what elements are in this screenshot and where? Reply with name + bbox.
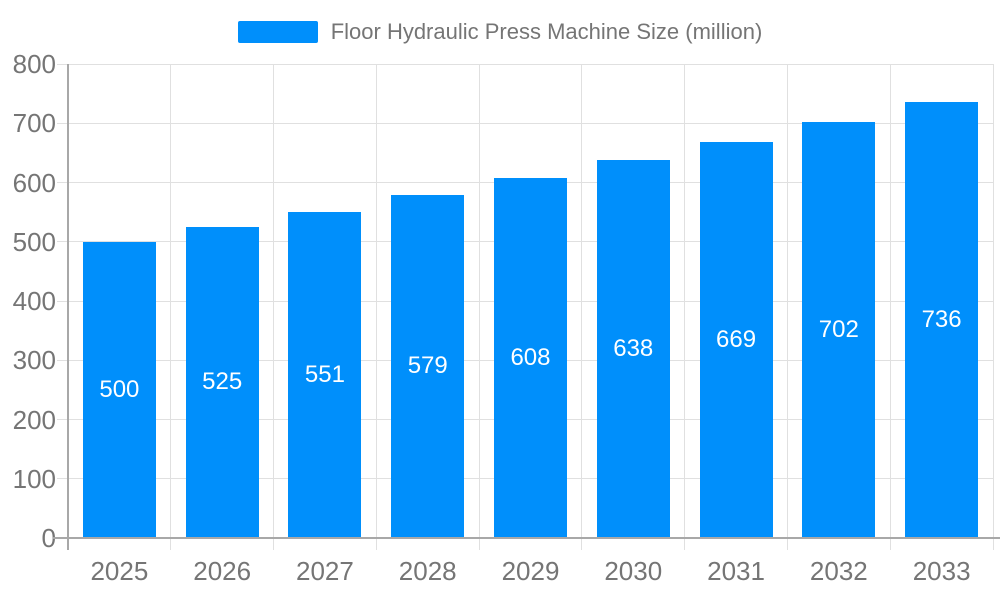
bar-2026[interactable]: 525 xyxy=(185,226,259,538)
y-axis-tick xyxy=(57,241,68,243)
bar-2033[interactable]: 736 xyxy=(905,101,979,538)
x-axis-label: 2029 xyxy=(501,556,560,586)
bar-2027[interactable]: 551 xyxy=(288,211,362,538)
legend-label: Floor Hydraulic Press Machine Size (mill… xyxy=(330,19,763,44)
y-axis-tick xyxy=(57,122,68,124)
x-axis-tick xyxy=(889,539,891,550)
x-axis-tick xyxy=(478,539,480,550)
bar-2029[interactable]: 608 xyxy=(494,177,567,538)
y-axis-tick xyxy=(57,359,68,361)
bar-value-label: 525 xyxy=(202,368,243,396)
x-axis-tick xyxy=(273,539,275,550)
y-axis-label: 600 xyxy=(12,167,56,198)
y-axis-tick xyxy=(57,478,68,480)
y-axis-tick xyxy=(57,300,68,302)
x-axis-tick xyxy=(375,539,377,550)
x-axis-label: 2026 xyxy=(193,556,252,586)
y-axis-label: 100 xyxy=(12,463,56,494)
v-gridline xyxy=(478,64,480,538)
bar-value-label: 608 xyxy=(510,343,551,371)
bar-2032[interactable]: 702 xyxy=(802,122,876,538)
bar-value-label: 579 xyxy=(407,352,448,380)
plot-area: 0 100 200 300 400 500 600 700 800 500 2025 525 2026 5… xyxy=(13,51,1000,586)
y-axis-tick xyxy=(57,63,68,65)
y-axis-label: 200 xyxy=(12,404,56,435)
v-gridline xyxy=(786,64,788,538)
x-axis-tick xyxy=(170,539,172,550)
bar-2030[interactable]: 638 xyxy=(596,159,670,538)
v-gridline xyxy=(170,64,172,538)
y-axis-label: 300 xyxy=(12,345,56,376)
bar-value-label: 736 xyxy=(921,305,962,333)
x-axis-label: 2028 xyxy=(398,556,457,586)
x-axis-label: 2032 xyxy=(809,556,868,586)
x-axis-tick xyxy=(581,539,583,550)
bar-value-label: 551 xyxy=(304,360,345,388)
y-axis-tick xyxy=(57,182,68,183)
y-axis-label: 800 xyxy=(12,49,56,79)
y-axis-label: 400 xyxy=(12,286,56,316)
x-axis-label: 2030 xyxy=(604,556,663,586)
v-gridline xyxy=(684,64,686,538)
bar-value-label: 702 xyxy=(818,316,859,344)
chart-legend: Floor Hydraulic Press Machine Size (mill… xyxy=(0,17,1000,47)
y-axis-line xyxy=(67,64,69,550)
x-axis-label: 2031 xyxy=(707,556,765,586)
v-gridline xyxy=(375,64,377,538)
v-gridline xyxy=(992,64,994,538)
v-gridline xyxy=(889,64,891,538)
x-axis-tick xyxy=(786,539,788,550)
x-axis-tick xyxy=(992,539,994,550)
legend-item-series-1[interactable]: Floor Hydraulic Press Machine Size (mill… xyxy=(237,19,763,45)
h-gridline xyxy=(68,63,993,65)
h-gridline xyxy=(68,122,993,124)
x-axis-tick xyxy=(684,539,686,550)
bar-2025[interactable]: 500 xyxy=(82,241,156,538)
x-axis-label: 2033 xyxy=(912,556,971,586)
bar-2031[interactable]: 669 xyxy=(699,141,773,538)
v-gridline xyxy=(273,64,275,538)
x-axis-line xyxy=(53,537,1000,539)
bar-value-label: 669 xyxy=(716,325,757,353)
bar-value-label: 500 xyxy=(99,375,140,403)
x-axis-label: 2025 xyxy=(90,556,149,586)
y-axis-label: 700 xyxy=(12,108,56,139)
y-axis-tick xyxy=(57,419,68,420)
y-axis-label: 500 xyxy=(12,226,56,257)
legend-swatch xyxy=(237,21,318,43)
x-axis-label: 2027 xyxy=(296,556,354,586)
y-axis-label: 0 xyxy=(41,523,56,553)
bar-2028[interactable]: 579 xyxy=(391,194,465,538)
bar-value-label: 638 xyxy=(613,334,654,362)
v-gridline xyxy=(581,64,583,538)
